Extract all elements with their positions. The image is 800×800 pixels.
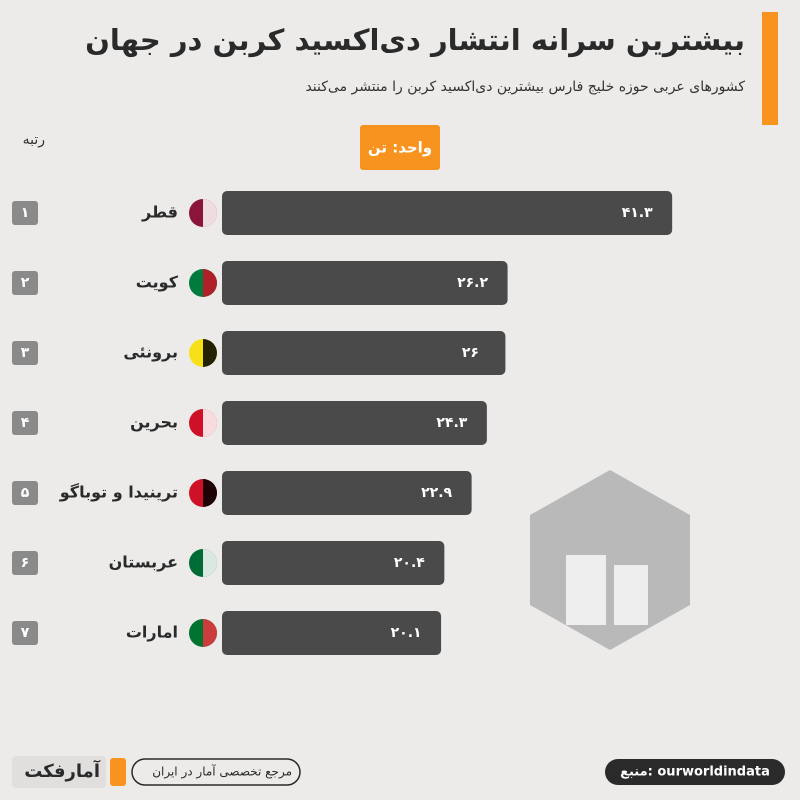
value-label: ۲۰.۴ [394,555,425,571]
chart-subtitle: کشورهای عربی حوزه خلیج فارس بیشترین دی‌ا… [305,79,745,95]
value-label: ۲۴.۳ [436,415,467,431]
rank-label: ۶ [21,555,30,571]
decor-tower [566,555,606,625]
bar [222,191,673,235]
bar [222,541,445,585]
brand: آمارفکت [24,759,101,782]
category-label: امارات [126,623,178,642]
rank-label: ۵ [21,485,30,501]
rank-box [12,341,38,365]
brand-box [12,756,106,788]
flag-detail [203,269,217,297]
rank-label: ۴ [21,415,30,431]
rank-header: رتبه [23,132,45,148]
rank-box [12,271,38,295]
tagline: مرجع تخصصی آمار در ایران [152,764,292,780]
category-label: بحرین [130,413,178,432]
rank-box [12,201,38,225]
value-label: ۲۲.۹ [421,485,452,501]
flag-detail [203,549,217,577]
value-label: ۴۱.۳ [622,205,653,221]
category-label: عربستان [109,553,178,572]
bar [222,471,472,515]
category-label: قطر [141,203,178,222]
unit-label: واحد: تن [368,139,432,157]
accent-bar [762,12,778,125]
rank-box [12,481,38,505]
source: منبع: ourworldindata [620,765,770,780]
rank-label: ۲ [21,275,30,291]
tagline-pill [131,758,301,786]
bar [222,401,487,445]
flag-detail [203,409,217,437]
brand-icon [110,758,126,786]
chart-title: بیشترین سرانه انتشار دی‌اکسید کربن در جه… [85,23,745,57]
flag-detail [203,619,217,647]
bar [222,261,508,305]
unit-box [360,125,440,170]
source-pill [605,759,785,785]
flag-detail [203,199,217,227]
rank-box [12,621,38,645]
rank-box [12,551,38,575]
rank-box [12,411,38,435]
category-label: برونئی [123,343,178,362]
category-label: ترینیدا و توباگو [59,483,178,502]
bar [222,331,506,375]
rank-label: ۱ [21,205,30,221]
category-label: کویت [136,273,179,292]
flag-detail [203,479,217,507]
decor-tower [614,565,648,625]
rank-label: ۷ [21,625,30,641]
value-label: ۲۶ [462,345,479,361]
rank-label: ۳ [21,345,30,361]
decor-hexagon [530,470,690,650]
flag-detail [203,339,217,367]
value-label: ۲۶.۲ [457,275,488,291]
value-label: ۲۰.۱ [391,625,422,641]
bar [222,611,442,655]
